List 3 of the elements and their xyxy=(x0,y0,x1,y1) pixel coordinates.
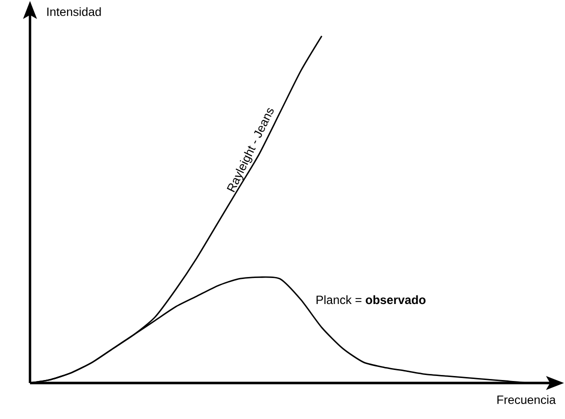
y-axis-title: Intensidad xyxy=(47,7,101,16)
x-axis-title: Frecuencia xyxy=(497,395,556,404)
series-label: Planck = observado xyxy=(316,295,426,304)
